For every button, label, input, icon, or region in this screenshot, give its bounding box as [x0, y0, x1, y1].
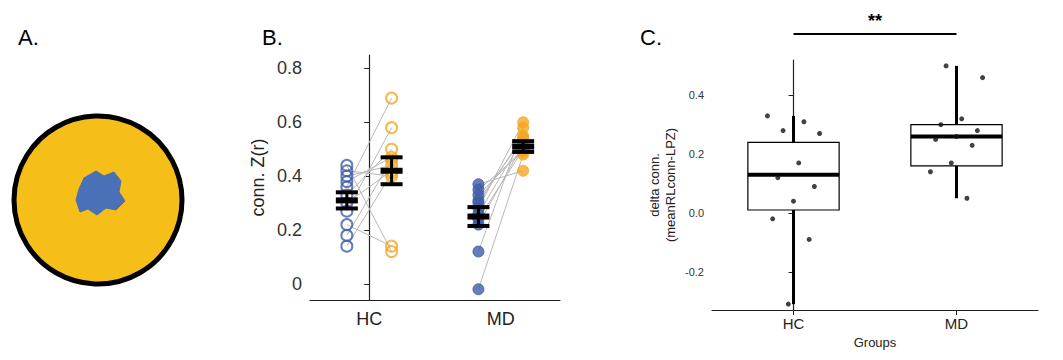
svg-text:0.2: 0.2: [689, 148, 704, 160]
svg-text:MD: MD: [487, 309, 515, 329]
svg-text:0.8: 0.8: [277, 58, 302, 78]
svg-text:C.: C.: [640, 25, 662, 50]
svg-text:MD: MD: [945, 315, 968, 332]
svg-text:0.6: 0.6: [277, 112, 302, 132]
svg-text:(meanRLconn-LPZ): (meanRLconn-LPZ): [663, 128, 678, 242]
svg-text:0.4: 0.4: [689, 89, 704, 101]
svg-text:HC: HC: [783, 315, 805, 332]
svg-text:0.0: 0.0: [689, 207, 704, 219]
svg-text:0.2: 0.2: [277, 220, 302, 240]
svg-text:B.: B.: [262, 25, 283, 50]
svg-text:HC: HC: [356, 309, 382, 329]
svg-text:A.: A.: [18, 25, 39, 50]
svg-text:conn. Z(r): conn. Z(r): [248, 138, 268, 216]
svg-text:Groups: Groups: [854, 335, 897, 350]
svg-text:-0.2: -0.2: [685, 266, 704, 278]
svg-text:delta conn.: delta conn.: [647, 153, 662, 217]
svg-text:0.4: 0.4: [277, 166, 302, 186]
svg-text:0: 0: [292, 274, 302, 294]
svg-text:**: **: [868, 11, 882, 31]
